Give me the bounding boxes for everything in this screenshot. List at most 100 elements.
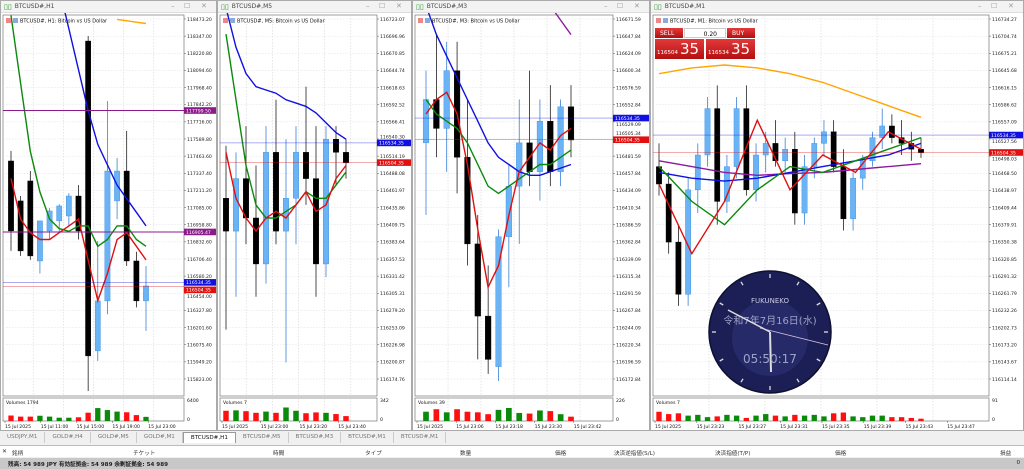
sell-price-button[interactable]: 116504 35: [655, 39, 704, 59]
window-title-bar[interactable]: ▯▯ BTCUSD#,H1 – ☐ ✕: [1, 1, 216, 13]
account-balance: 残高: 54 989 JPY 有効証拠金: 54 989 余剰証拠金: 54 9…: [8, 462, 168, 468]
column-current-price[interactable]: 価格: [835, 451, 847, 457]
maximize-button[interactable]: ☐: [184, 2, 191, 10]
price-axis-label: 116226.98: [380, 343, 405, 349]
volume-bar: [656, 411, 662, 421]
candle: [243, 178, 249, 219]
close-button[interactable]: ✕: [201, 2, 207, 10]
window-title-bar[interactable]: ▯▯ BTCUSD#,M1 – ☐ ✕: [651, 1, 1023, 13]
column-profit[interactable]: 損益: [1000, 451, 1012, 457]
price-axis-label: 116671.59: [616, 17, 641, 23]
price-axis-label: 116409.75: [380, 223, 405, 229]
chart-icon: ▯▯: [654, 2, 662, 11]
chart-window-m1[interactable]: ▯▯ BTCUSD#,M1 – ☐ ✕ 116734.27 116704.74 116675.…: [650, 0, 1024, 431]
price-axis-label: 116410.34: [616, 205, 641, 211]
chart-tab[interactable]: GOLD#,M1: [137, 432, 183, 443]
hline-price-tag: [184, 228, 216, 236]
volume-bar: [830, 413, 837, 421]
window-title: BTCUSD#,M3: [426, 3, 468, 10]
volume-input[interactable]: 0.20: [684, 28, 726, 38]
window-title-bar[interactable]: ▯▯ BTCUSD#,M3 – ☐ ✕: [413, 1, 649, 13]
candle: [94, 300, 101, 352]
price-chart[interactable]: 118473.20 118347.00 118220.80 118094.60 1179…: [1, 1, 216, 431]
price-axis-label: 116253.09: [380, 325, 405, 331]
price-chart[interactable]: 116671.59 116647.84 116624.09 116600.34 1165…: [413, 5, 649, 431]
analog-clock-widget: FUKUNEKO 令和7年7月16日(水) 05:50:17: [708, 270, 832, 394]
candle: [762, 143, 769, 156]
price-axis-label: 116586.62: [992, 103, 1017, 109]
price-axis-label: 116706.40: [187, 257, 212, 263]
minimize-button[interactable]: –: [366, 2, 370, 10]
minimize-button[interactable]: –: [604, 2, 608, 10]
minimize-button[interactable]: –: [171, 2, 175, 10]
candle: [56, 205, 63, 222]
price-axis-label: 116291.32: [992, 274, 1017, 280]
chart-tab[interactable]: BTCUSD#,M5: [236, 432, 289, 443]
chart-tab[interactable]: USDJPY,M1: [0, 432, 46, 443]
chart-tab[interactable]: GOLD#,H4: [45, 432, 91, 443]
chart-tab[interactable]: GOLD#,M5: [91, 432, 137, 443]
volume-bar: [704, 417, 711, 421]
volume-bar: [75, 417, 82, 421]
price-axis-label: 116232.26: [992, 308, 1017, 314]
moving-average-line: [10, 15, 147, 248]
volume-bar: [8, 415, 14, 421]
window-title-bar[interactable]: ▯▯ BTCUSD#,M5 – ☐ ✕: [218, 1, 411, 13]
price-chart[interactable]: 116723.07 116696.96 116670.85 116644.74 1166…: [218, 7, 411, 431]
column-ticket[interactable]: チケット: [133, 451, 156, 457]
close-button[interactable]: ✕: [1008, 2, 1014, 10]
time-axis-label: 15 Jul 23:20: [300, 424, 328, 430]
price-axis-label: 117337.40: [187, 171, 212, 177]
buy-button[interactable]: BUY: [727, 28, 755, 38]
moving-average-line: [658, 142, 922, 182]
chart-window-m3[interactable]: ▯▯ BTCUSD#,M3 – ☐ ✕ 116671.59 116647.84 116624.…: [412, 0, 650, 431]
moving-average-line: [225, 33, 347, 219]
price-chart[interactable]: 116734.27 116704.74 116675.21 116645.68 1166…: [651, 13, 1023, 431]
chart-tab[interactable]: BTCUSD#,M1: [394, 432, 447, 443]
chart-tab[interactable]: BTCUSD#,M1: [341, 432, 394, 443]
close-button[interactable]: ✕: [634, 2, 640, 10]
volume-bar: [303, 413, 309, 421]
chart-window-m5[interactable]: ▯▯ BTCUSD#,M5 – ☐ ✕ 116723.07 116696.96 116670.…: [217, 0, 412, 431]
volume-bar: [133, 415, 140, 421]
chart-legend: BTCUSD#, M3: Bitcoin vs US Dollar: [432, 19, 521, 25]
volume-min-label: 0: [380, 417, 383, 423]
column-take-profit[interactable]: 決済指値(T/P): [715, 451, 751, 457]
price-axis-label: 117211.20: [187, 188, 212, 194]
buy-price-button[interactable]: 116534 35: [706, 39, 755, 59]
candle: [75, 195, 82, 232]
price-axis-label: 116201.60: [187, 325, 212, 331]
price-axis-label: 116675.21: [992, 51, 1017, 57]
chart-tab[interactable]: BTCUSD#,H1: [182, 432, 236, 443]
account-status-row: 残高: 54 989 JPY 有効証拠金: 54 989 余剰証拠金: 54 9…: [0, 458, 1024, 469]
volume-bar: [840, 412, 847, 421]
column-volume[interactable]: 数量: [460, 451, 472, 457]
column-stop-loss[interactable]: 決済逆指値(S/L): [614, 451, 655, 457]
column-type[interactable]: タイプ: [365, 451, 382, 457]
candle: [685, 189, 691, 295]
price-axis-label: 118347.00: [187, 34, 212, 40]
bid-price-tag: [184, 286, 216, 294]
candle: [37, 220, 43, 262]
candle: [869, 137, 876, 162]
chart-window-h1[interactable]: ▯▯ BTCUSD#,H1 – ☐ ✕ 118473.20 118347.00 118220.…: [0, 0, 217, 431]
maximize-button[interactable]: ☐: [617, 2, 624, 10]
moving-average-line: [425, 5, 572, 176]
column-price[interactable]: 価格: [555, 451, 567, 457]
close-toolbox-icon[interactable]: ✕: [2, 448, 8, 455]
candle: [733, 108, 740, 167]
chart-tab[interactable]: BTCUSD#,M3: [289, 432, 342, 443]
maximize-button[interactable]: ☐: [379, 2, 386, 10]
column-time[interactable]: 時間: [273, 451, 285, 457]
volume-bar: [253, 412, 259, 421]
minimize-button[interactable]: –: [978, 2, 982, 10]
chart-icon: ▯▯: [221, 2, 229, 11]
sell-button[interactable]: SELL: [655, 28, 683, 38]
close-button[interactable]: ✕: [396, 2, 402, 10]
column-symbol[interactable]: 銘柄: [12, 451, 24, 457]
candle: [918, 148, 924, 153]
clock-second-hand: [759, 327, 829, 346]
candle: [665, 183, 672, 243]
moving-average-line: [658, 136, 922, 226]
maximize-button[interactable]: ☐: [991, 2, 998, 10]
